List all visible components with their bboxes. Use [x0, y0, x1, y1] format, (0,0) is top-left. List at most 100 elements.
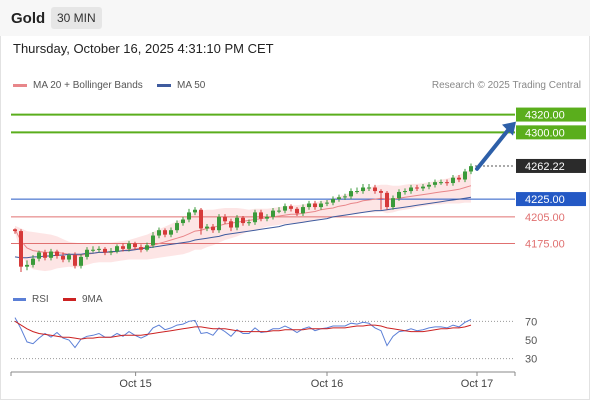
- candle-body: [271, 210, 275, 217]
- candle-body: [463, 171, 467, 180]
- candle-body: [433, 182, 437, 185]
- candle-body: [193, 209, 197, 213]
- candle-body: [73, 255, 77, 266]
- candle-body: [187, 212, 191, 220]
- x-tick-label: Oct 16: [311, 378, 343, 390]
- candle-body: [295, 208, 299, 214]
- rsi-tick-label: 30: [525, 354, 537, 366]
- rsi-line: [14, 317, 472, 349]
- candle-body: [79, 256, 83, 266]
- legend-rsi: RSI: [13, 294, 49, 305]
- candle-body: [91, 249, 95, 251]
- candle-body: [427, 184, 431, 187]
- last-price-label-box: [516, 158, 586, 173]
- candle-body: [325, 202, 329, 204]
- rsi-tick-label: 70: [525, 316, 537, 328]
- candle-body: [439, 182, 443, 184]
- candle-body: [31, 258, 35, 265]
- candle-body: [337, 197, 341, 200]
- candle-body: [241, 217, 245, 224]
- target-2-label-box: [516, 107, 586, 122]
- candle-body: [37, 252, 41, 259]
- candles-group: [13, 163, 473, 272]
- rsi-label: RSI: [32, 294, 49, 305]
- candle-body: [169, 230, 173, 235]
- candle-body: [343, 196, 347, 198]
- legend-rsi-ma: 9MA: [63, 294, 103, 305]
- candle-body: [43, 252, 47, 258]
- candle-body: [379, 191, 383, 193]
- legend-ma20: MA 20 + Bollinger Bands: [13, 80, 143, 91]
- candle-body: [277, 210, 281, 212]
- support-1-label: 4205.00: [525, 212, 565, 224]
- rsi-swatch: [13, 298, 26, 301]
- rsi-ma-line: [14, 320, 472, 340]
- candle-body: [415, 187, 419, 189]
- ma20-swatch: [13, 84, 27, 87]
- candle-body: [385, 192, 389, 208]
- symbol-title: Gold: [11, 10, 46, 27]
- candle-body: [133, 243, 137, 248]
- candle-body: [259, 212, 263, 219]
- target-1-label: 4300.00: [525, 127, 565, 139]
- candle-body: [97, 248, 101, 250]
- candle-body: [301, 207, 305, 214]
- candle-body: [163, 230, 167, 235]
- candle-body: [445, 182, 449, 184]
- pivot-label: 4225.00: [525, 194, 565, 206]
- candle-body: [235, 217, 239, 228]
- candle-body: [355, 191, 359, 193]
- rsi-tick-label: 50: [525, 335, 537, 347]
- candle-body: [67, 255, 71, 260]
- candle-body: [367, 187, 371, 189]
- projection-arrow-head: [502, 121, 516, 136]
- candle-body: [211, 226, 215, 231]
- candle-body: [223, 216, 227, 222]
- candle-body: [397, 191, 401, 199]
- candle-body: [361, 187, 365, 192]
- candle-body: [115, 246, 119, 252]
- pivot-label-box: [516, 192, 586, 207]
- candle-body: [85, 249, 89, 257]
- candle-body: [229, 221, 233, 228]
- target-1-label-box: [516, 125, 586, 140]
- candle-body: [283, 206, 287, 211]
- candle-body: [451, 177, 455, 184]
- candle-body: [403, 191, 407, 193]
- candle-body: [313, 203, 317, 208]
- candle-body: [331, 199, 335, 203]
- timeframe-badge[interactable]: 30 MIN: [51, 7, 102, 29]
- candle-body: [253, 212, 257, 223]
- candle-body: [457, 177, 461, 180]
- candle-body: [127, 243, 131, 249]
- candle-body: [103, 248, 107, 253]
- support-2-label: 4175.00: [525, 239, 565, 251]
- last-price-label: 4262.22: [525, 161, 565, 173]
- ma50-swatch: [157, 84, 171, 87]
- candle-body: [289, 206, 293, 209]
- legend-ma50: MA 50: [157, 80, 205, 91]
- candle-body: [13, 229, 17, 232]
- candle-body: [151, 235, 155, 246]
- candle-body: [145, 245, 149, 250]
- chart-datetime: Thursday, October 16, 2025 4:31:10 PM CE…: [13, 41, 274, 56]
- ma50-label: MA 50: [177, 80, 206, 91]
- candle-body: [199, 209, 203, 229]
- candle-body: [319, 203, 323, 208]
- candle-body: [175, 223, 179, 231]
- candle-body: [139, 247, 143, 250]
- projection-arrow-shaft: [475, 125, 512, 171]
- credit-text: Research © 2025 Trading Central: [431, 80, 581, 91]
- candle-body: [55, 251, 59, 256]
- x-tick-label: Oct 17: [461, 378, 493, 390]
- candle-body: [307, 203, 311, 208]
- ma50-line: [14, 196, 472, 259]
- rsi-ma-label: 9MA: [82, 294, 103, 305]
- candle-body: [421, 186, 425, 189]
- candle-body: [157, 230, 161, 236]
- candle-body: [373, 187, 377, 192]
- candle-body: [25, 264, 29, 267]
- candle-body: [181, 219, 185, 224]
- candle-body: [121, 246, 125, 249]
